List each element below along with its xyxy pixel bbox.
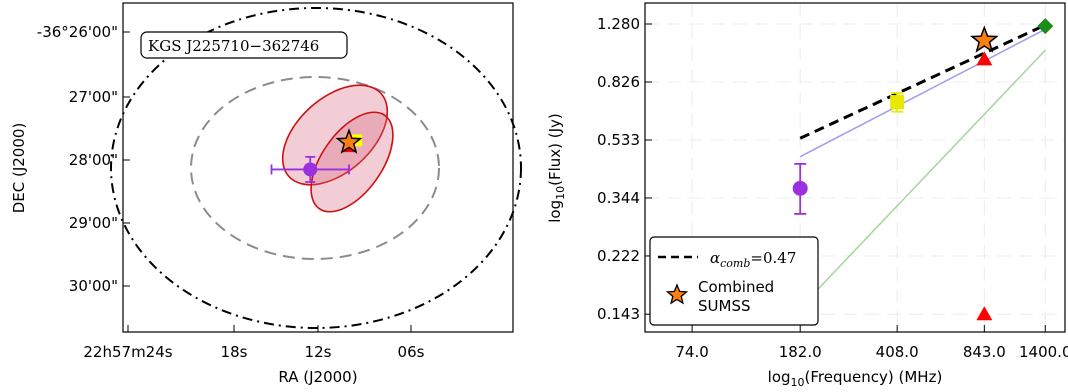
- ra-tick-label: 06s: [398, 343, 425, 361]
- purple-circle-marker: [303, 162, 318, 177]
- frequency-tick-label: 1400.0: [1019, 343, 1068, 361]
- flux-point-square: [890, 95, 905, 110]
- flux-axis-title: log10(Flux) (Jy): [546, 113, 567, 223]
- source-label-box: [140, 31, 348, 59]
- flux-tick-label: 1.280: [597, 15, 640, 33]
- legend-entry-sumss: SUMSS: [698, 297, 751, 315]
- spectrum-panel: 0.143 0.222 0.344 0.533 0.826 1.280 74.0 182.0…: [546, 2, 1068, 389]
- legend-box: [649, 236, 819, 326]
- ra-tick-label: 12s: [305, 343, 332, 361]
- legend-alpha-label: αcomb=0.47: [710, 249, 796, 270]
- small-source-ellipse: [310, 111, 394, 213]
- sky-markers: [270, 128, 363, 183]
- dec-tick-label: 29'00": [69, 214, 118, 232]
- outer-dashdot-circle: [110, 7, 522, 329]
- dec-tick-label: 27'00": [69, 88, 118, 106]
- frequency-tick-label: 408.0: [876, 343, 919, 361]
- dec-tick-label: 30'00": [69, 277, 118, 295]
- legend-entry-combined: Combined: [698, 278, 774, 296]
- green-fit-line: [799, 49, 1046, 309]
- ra-axis-title: RA (J2000): [278, 368, 357, 386]
- frequency-ticks: 74.0 182.0 408.0 843.0 1400.0: [675, 325, 1068, 361]
- ra-tick-label: 22h57m24s: [83, 343, 172, 361]
- flux-tick-label: 0.143: [597, 305, 640, 323]
- flux-point-triangle: [976, 306, 993, 321]
- frequency-tick-label: 182.0: [779, 343, 822, 361]
- flux-tick-label: 0.533: [597, 131, 640, 149]
- orange-star-marker: [335, 128, 363, 154]
- legend-star-icon: [665, 283, 689, 305]
- flux-tick-label: 0.344: [597, 189, 640, 207]
- flux-ticks: 0.143 0.222 0.344 0.533 0.826 1.280: [597, 15, 652, 323]
- flux-point-diamond: [1037, 18, 1054, 35]
- flux-tick-label: 0.222: [597, 247, 640, 265]
- frequency-axis-title: log10(Frequency) (MHz): [768, 368, 943, 389]
- spectrum-fit-lines: [799, 23, 1046, 309]
- frequency-tick-label: 843.0: [963, 343, 1006, 361]
- dashed-combined-line: [799, 23, 1046, 140]
- frequency-tick-label: 74.0: [675, 343, 708, 361]
- sky-y-ticks: [123, 31, 130, 287]
- dec-tick-label: -36°26'00": [37, 23, 118, 41]
- sky-x-ticks: [127, 325, 412, 332]
- spectrum-legend: αcomb=0.47 Combined SUMSS: [649, 236, 819, 326]
- blue-fit-line: [799, 28, 1046, 158]
- source-label: KGS J225710−362746: [148, 37, 319, 55]
- spectrum-frame: [644, 2, 1066, 333]
- spectrum-points: [792, 18, 1054, 321]
- ra-tick-label: 18s: [221, 343, 248, 361]
- sky-map-panel: KGS J225710−362746 -36°26'00" 27'00" 28'…: [10, 2, 522, 386]
- inner-dashed-circle: [190, 76, 440, 260]
- flux-point-triangle: [976, 51, 993, 66]
- dec-tick-label: 28'00": [69, 151, 118, 169]
- flux-point-star: [969, 25, 999, 53]
- dec-axis-title: DEC (J2000): [10, 123, 28, 214]
- flux-point-circle: [792, 180, 808, 196]
- flux-tick-label: 0.826: [597, 73, 640, 91]
